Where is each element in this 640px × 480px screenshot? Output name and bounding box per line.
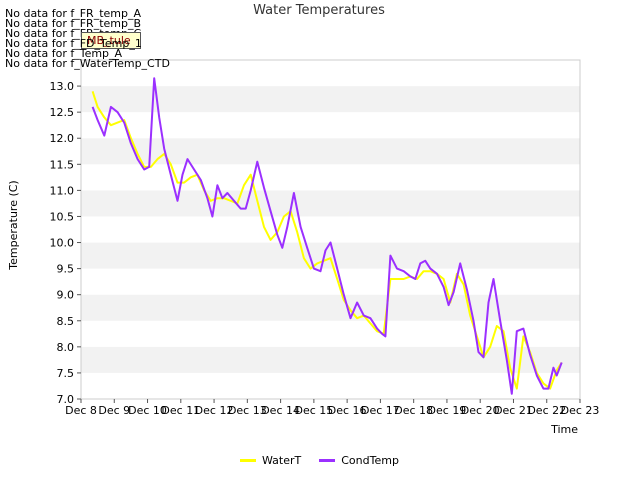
grid-band [81,242,580,269]
x-tick-label: Dec 12 [195,404,234,417]
legend-swatch-condtemp [319,459,336,462]
x-tick-label: Dec 15 [294,404,333,417]
no-data-message: No data for f_FR_temp_A [5,7,141,20]
grid-band [81,112,580,139]
y-tick-label: 7.0 [57,393,75,406]
x-tick-label: Dec 8 [65,404,97,417]
site-badge: MB_tule [81,32,141,49]
y-tick-label: 11.0 [50,184,75,197]
legend-swatch-watert [240,459,256,462]
grid-band [81,372,580,399]
no-data-message: No data for f_WaterTemp_CTD [5,57,170,70]
x-tick-label: Dec 17 [361,404,400,417]
grid-band [81,86,580,113]
x-tick-label: Dec 21 [494,404,533,417]
plot-area-frame [80,59,581,400]
no-data-message: No data for f_FR_temp_C [5,27,142,40]
chart-legend: WaterT CondTemp [240,454,411,467]
x-tick-label: Dec 23 [561,404,600,417]
x-tick-label: Dec 13 [228,404,267,417]
y-axis-label: Temperature (C) [7,180,20,270]
y-tick-label: 12.0 [50,132,75,145]
x-tick-label: Dec 22 [527,404,566,417]
x-axis-label: Time [550,423,578,436]
grid-band [81,294,580,321]
y-tick-label: 8.5 [57,315,75,328]
grid-band [81,346,580,373]
no-data-message: No data for f_FR_temp_B [5,17,142,30]
grid-band [81,190,580,217]
series-lines [91,77,563,395]
legend-item-watert: WaterT [240,454,301,467]
x-tick-label: Dec 18 [394,404,433,417]
grid-band [81,164,580,191]
y-tick-label: 7.5 [57,367,75,380]
x-tick-label: Dec 11 [161,404,200,417]
x-tick-label: Dec 19 [428,404,467,417]
grid-band [81,216,580,243]
y-tick-label: 10.5 [50,210,75,223]
x-tick-label: Dec 16 [328,404,367,417]
y-tick-label: 12.5 [50,106,75,119]
x-tick-label: Dec 14 [261,404,300,417]
grid-band [81,268,580,295]
legend-item-condtemp: CondTemp [319,454,399,467]
x-tick-label: Dec 9 [98,404,130,417]
chart-title: Water Temperatures [253,3,385,18]
y-tick-label: 9.0 [57,289,75,302]
y-tick-label: 13.0 [50,80,75,93]
no-data-message: No data for f_FD_Temp_1 [5,37,142,50]
y-tick-label: 11.5 [50,158,75,171]
grid-band [81,60,580,87]
legend-label-condtemp: CondTemp [341,454,399,467]
legend-label-watert: WaterT [262,454,302,467]
series-line-condtemp [91,77,563,395]
x-tick-label: Dec 10 [128,404,167,417]
y-tick-label: 10.0 [50,237,75,250]
y-tick-label: 9.5 [57,263,75,276]
x-tick-label: Dec 20 [461,404,500,417]
no-data-message: No data for f_Temp_A [5,47,123,60]
y-tick-label: 8.0 [57,341,75,354]
y-axis-ticks: 7.0 7.5 8.0 8.5 9.0 9.5 10.0 10.5 11.0 11.5 12.0 12… [50,80,81,406]
